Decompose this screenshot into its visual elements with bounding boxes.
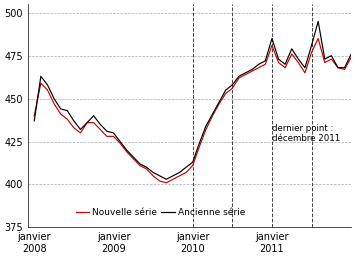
- Line: Ancienne série: Ancienne série: [34, 21, 356, 179]
- Text: dernier point :
décembre 2011: dernier point : décembre 2011: [272, 124, 340, 143]
- Ancienne série: [316, 20, 320, 23]
- Ancienne série: [98, 123, 103, 126]
- Nouvelle série: [316, 37, 320, 40]
- Legend: Nouvelle série, Ancienne série: Nouvelle série, Ancienne série: [72, 204, 248, 221]
- Nouvelle série: [32, 114, 36, 117]
- Ancienne série: [197, 142, 201, 145]
- Nouvelle série: [303, 71, 307, 74]
- Ancienne série: [164, 178, 168, 181]
- Nouvelle série: [197, 145, 201, 148]
- Nouvelle série: [342, 68, 347, 71]
- Nouvelle série: [98, 128, 103, 131]
- Ancienne série: [342, 66, 347, 69]
- Ancienne série: [303, 66, 307, 69]
- Line: Nouvelle série: Nouvelle série: [34, 38, 356, 183]
- Nouvelle série: [164, 181, 168, 184]
- Ancienne série: [32, 119, 36, 123]
